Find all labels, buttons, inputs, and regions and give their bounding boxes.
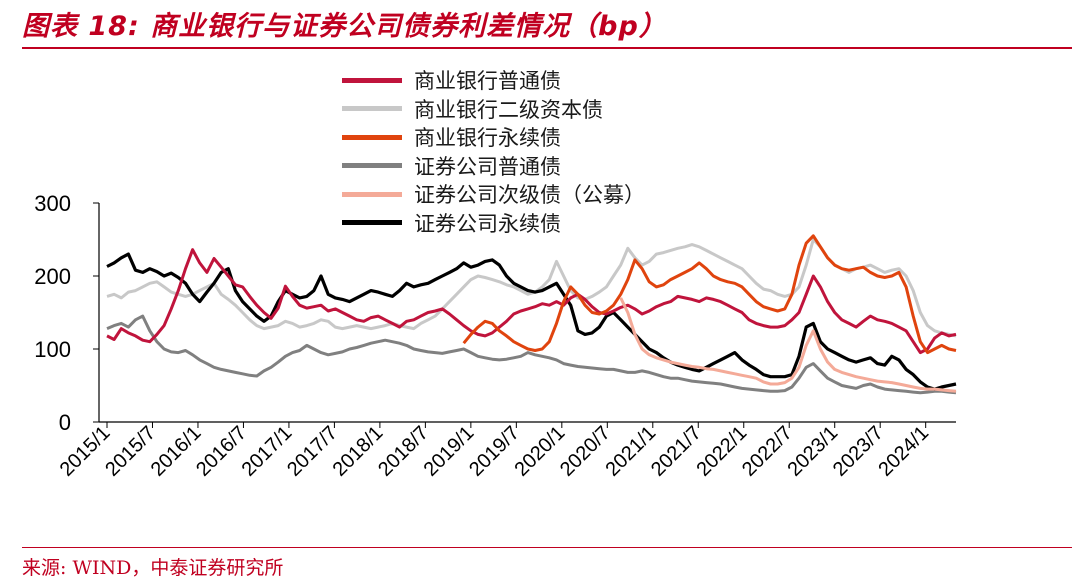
chart-legend: 商业银行普通债商业银行二级资本债 商业银行永续债 证券公司普通债证券公司次级债（公募… <box>342 66 645 237</box>
x-tick-label: 2022/1 <box>692 422 751 481</box>
legend-swatch <box>342 106 402 112</box>
title-underline <box>22 47 1072 49</box>
legend-item: 商业银行二级资本债 <box>342 95 645 124</box>
x-tick-label: 2018/1 <box>329 422 388 481</box>
legend-swatch <box>342 134 402 140</box>
x-tick-label: 2024/1 <box>874 422 933 481</box>
y-tick-label: 300 <box>34 191 71 216</box>
x-tick-label: 2016/1 <box>147 422 206 481</box>
series-line-1 <box>106 238 957 338</box>
x-tick-label: 2019/1 <box>420 422 479 481</box>
series-line-3 <box>106 314 957 395</box>
legend-swatch <box>342 191 402 197</box>
series-line-0 <box>106 248 957 355</box>
x-tick-label: 2021/1 <box>602 422 661 481</box>
legend-label: 商业银行普通债 <box>414 69 561 94</box>
x-tick-label: 2022/7 <box>738 422 797 481</box>
legend-item: 商业银行永续债 <box>342 123 645 152</box>
legend-item: 证券公司普通债 <box>342 152 645 181</box>
x-tick-label: 2021/7 <box>647 422 706 481</box>
source-note: 来源: WIND，中泰证券研究所 <box>22 557 284 579</box>
x-tick-label: 2018/7 <box>374 422 433 481</box>
legend-item: 商业银行普通债 <box>342 66 645 95</box>
series-line-4 <box>619 297 957 393</box>
series-line-2 <box>462 234 957 355</box>
y-tick-label: 0 <box>59 410 71 435</box>
x-tick-label: 2016/7 <box>192 422 251 481</box>
legend-swatch <box>342 163 402 169</box>
source-rule <box>22 547 1072 548</box>
chart-series <box>106 234 957 395</box>
legend-item: 证券公司次级债（公募） <box>342 180 645 209</box>
x-tick-label: 2017/1 <box>238 422 297 481</box>
x-tick-label: 2015/7 <box>101 422 160 481</box>
x-tick-label: 2020/1 <box>511 422 570 481</box>
legend-label: 证券公司普通债 <box>414 154 561 179</box>
legend-label: 商业银行永续债 <box>414 126 561 151</box>
figure-title: 图表 18: 商业银行与证券公司债券利差情况（bp） <box>22 11 667 42</box>
x-tick-label: 2023/1 <box>783 422 842 481</box>
legend-label: 证券公司永续债 <box>414 211 561 236</box>
y-tick-label: 200 <box>34 264 71 289</box>
legend-label: 商业银行二级资本债 <box>414 97 603 122</box>
legend-swatch <box>342 220 402 226</box>
legend-swatch <box>342 77 402 83</box>
legend-label: 证券公司次级债（公募） <box>414 183 645 208</box>
series-line-5 <box>106 252 957 391</box>
x-tick-label: 2023/7 <box>829 422 888 481</box>
x-tick-label: 2017/7 <box>283 422 342 481</box>
y-tick-label: 100 <box>34 337 71 362</box>
x-tick-label: 2019/7 <box>465 422 524 481</box>
legend-item: 证券公司永续债 <box>342 209 645 238</box>
x-tick-label: 2020/7 <box>556 422 615 481</box>
